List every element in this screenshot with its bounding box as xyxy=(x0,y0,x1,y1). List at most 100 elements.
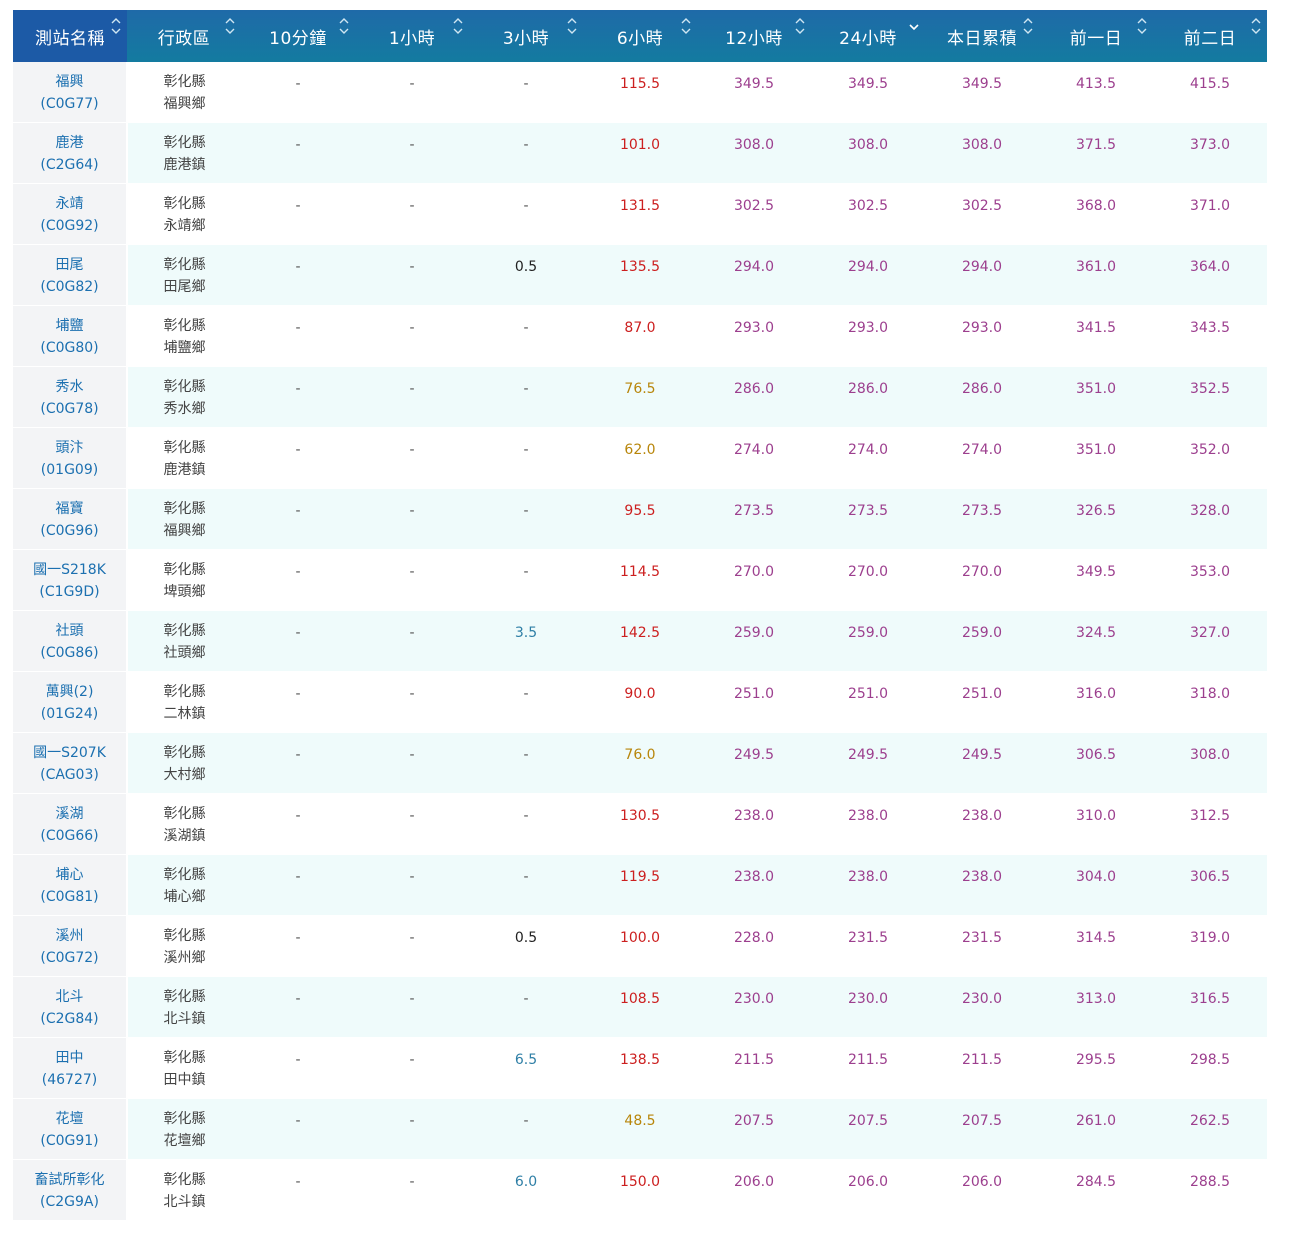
rainfall-today-total-cell: 302.5 xyxy=(925,183,1039,245)
town-text: 永靖鄉 xyxy=(163,218,206,234)
sort-updown-icon[interactable] xyxy=(1023,17,1033,37)
station-name-link[interactable]: 國一S207K (CAG03) xyxy=(13,732,128,794)
station-name-link[interactable]: 國一S218K (C1G9D) xyxy=(13,549,128,611)
station-name-link[interactable]: 溪州 (C0G72) xyxy=(13,915,128,977)
sort-updown-icon[interactable] xyxy=(225,17,235,37)
column-header-district[interactable]: 行政區 xyxy=(127,10,241,62)
sort-updown-icon[interactable] xyxy=(567,17,577,37)
rainfall-value: 326.5 xyxy=(1075,503,1117,519)
rainfall-today-total-cell: 308.0 xyxy=(925,122,1039,184)
rainfall-3hour-cell: - xyxy=(469,122,583,184)
station-name-link[interactable]: 北斗 (C2G84) xyxy=(13,976,128,1038)
column-header-3hour[interactable]: 3小時 xyxy=(469,10,583,62)
rainfall-3hour-cell: 0.5 xyxy=(469,244,583,306)
rainfall-value: 324.5 xyxy=(1075,625,1117,641)
station-name-link[interactable]: 秀水 (C0G78) xyxy=(13,366,128,428)
rainfall-1hour-cell: - xyxy=(355,1098,469,1160)
rainfall-value: 273.5 xyxy=(961,503,1003,519)
table-row: 北斗 (C2G84) 彰化縣 北斗鎮 - - - 108.5 230.0 230.0 230.0 31… xyxy=(13,976,1267,1038)
district-cell: 彰化縣 永靖鄉 xyxy=(127,183,241,245)
rainfall-value: 295.5 xyxy=(1075,1052,1117,1068)
rainfall-value: 249.5 xyxy=(961,747,1003,763)
sort-down-icon[interactable] xyxy=(909,17,919,37)
station-name-link[interactable]: 永靖 (C0G92) xyxy=(13,183,128,245)
table-header-row: 測站名稱 行政區 10分鐘 1小時 3小時 6小時 12小時 24小時 本日累積 前一日 前二日 xyxy=(13,10,1267,62)
rainfall-24hour-cell: 308.0 xyxy=(811,122,925,184)
rainfall-value: 211.5 xyxy=(733,1052,775,1068)
station-name-link[interactable]: 畜試所彰化 (C2G9A) xyxy=(13,1159,128,1221)
county-text: 彰化縣 xyxy=(163,440,206,456)
station-name-link[interactable]: 福寶 (C0G96) xyxy=(13,488,128,550)
rainfall-prev-day-cell: 261.0 xyxy=(1039,1098,1153,1160)
sort-updown-icon[interactable] xyxy=(453,17,463,37)
rainfall-1hour-cell: - xyxy=(355,1037,469,1099)
rainfall-today-total-cell: 238.0 xyxy=(925,793,1039,855)
station-name-link[interactable]: 鹿港 (C2G64) xyxy=(13,122,128,184)
column-header-1hour[interactable]: 1小時 xyxy=(355,10,469,62)
rainfall-value: - xyxy=(409,869,415,885)
rainfall-prev-day-cell: 326.5 xyxy=(1039,488,1153,550)
sort-updown-icon[interactable] xyxy=(339,17,349,37)
column-header-today-total[interactable]: 本日累積 xyxy=(925,10,1039,62)
rainfall-today-total-cell: 286.0 xyxy=(925,366,1039,428)
rainfall-value: - xyxy=(523,747,529,763)
rainfall-value: 76.5 xyxy=(624,381,656,397)
column-header-station-name[interactable]: 測站名稱 xyxy=(13,10,127,62)
rainfall-value: - xyxy=(295,564,301,580)
station-name-link[interactable]: 萬興(2) (01G24) xyxy=(13,671,128,733)
column-header-24hour[interactable]: 24小時 xyxy=(811,10,925,62)
column-header-12hour[interactable]: 12小時 xyxy=(697,10,811,62)
station-name-link[interactable]: 埔心 (C0G81) xyxy=(13,854,128,916)
rainfall-1hour-cell: - xyxy=(355,183,469,245)
rainfall-1hour-cell: - xyxy=(355,793,469,855)
station-name-link[interactable]: 社頭 (C0G86) xyxy=(13,610,128,672)
rainfall-value: 302.5 xyxy=(733,198,775,214)
rainfall-value: - xyxy=(409,503,415,519)
station-name-link[interactable]: 埔鹽 (C0G80) xyxy=(13,305,128,367)
county-text: 彰化縣 xyxy=(163,989,206,1005)
column-header-10min[interactable]: 10分鐘 xyxy=(241,10,355,62)
rainfall-10min-cell: - xyxy=(241,62,355,123)
station-name: 社頭 xyxy=(55,623,84,639)
sort-updown-icon[interactable] xyxy=(111,17,121,37)
column-header-prev-day[interactable]: 前一日 xyxy=(1039,10,1153,62)
column-header-label: 測站名稱 xyxy=(35,28,105,49)
station-name-link[interactable]: 花壇 (C0G91) xyxy=(13,1098,128,1160)
rainfall-value: - xyxy=(523,991,529,1007)
rainfall-value: - xyxy=(523,442,529,458)
rainfall-value: 101.0 xyxy=(619,137,661,153)
sort-updown-icon[interactable] xyxy=(1137,17,1147,37)
rainfall-1hour-cell: - xyxy=(355,671,469,733)
rainfall-value: - xyxy=(409,1174,415,1190)
rainfall-value: 371.0 xyxy=(1189,198,1231,214)
station-name-link[interactable]: 溪湖 (C0G66) xyxy=(13,793,128,855)
station-name-link[interactable]: 頭汴 (01G09) xyxy=(13,427,128,489)
rainfall-prev-day-cell: 351.0 xyxy=(1039,366,1153,428)
station-name-link[interactable]: 田尾 (C0G82) xyxy=(13,244,128,306)
rainfall-value: 0.5 xyxy=(514,259,538,275)
county-text: 彰化縣 xyxy=(163,867,206,883)
sort-updown-icon[interactable] xyxy=(795,17,805,37)
rainfall-1hour-cell: - xyxy=(355,976,469,1038)
column-header-label: 6小時 xyxy=(616,28,664,49)
station-code: (C0G96) xyxy=(40,523,99,539)
rainfall-value: 261.0 xyxy=(1075,1113,1117,1129)
rainfall-10min-cell: - xyxy=(241,976,355,1038)
rainfall-12hour-cell: 286.0 xyxy=(697,366,811,428)
rainfall-prev-2-day-cell: 371.0 xyxy=(1153,183,1267,245)
rainfall-3hour-cell: - xyxy=(469,854,583,916)
sort-updown-icon[interactable] xyxy=(1251,17,1261,37)
rainfall-24hour-cell: 302.5 xyxy=(811,183,925,245)
column-header-prev-2-day[interactable]: 前二日 xyxy=(1153,10,1267,62)
rainfall-value: - xyxy=(523,137,529,153)
rainfall-value: - xyxy=(409,76,415,92)
sort-updown-icon[interactable] xyxy=(681,17,691,37)
station-name: 埔心 xyxy=(55,867,84,883)
rainfall-12hour-cell: 259.0 xyxy=(697,610,811,672)
station-name-link[interactable]: 田中 (46727) xyxy=(13,1037,128,1099)
rainfall-6hour-cell: 114.5 xyxy=(583,549,697,611)
station-code: (CAG03) xyxy=(40,767,99,783)
rainfall-value: 6.0 xyxy=(514,1174,538,1190)
station-name-link[interactable]: 福興 (C0G77) xyxy=(13,62,128,123)
column-header-6hour[interactable]: 6小時 xyxy=(583,10,697,62)
